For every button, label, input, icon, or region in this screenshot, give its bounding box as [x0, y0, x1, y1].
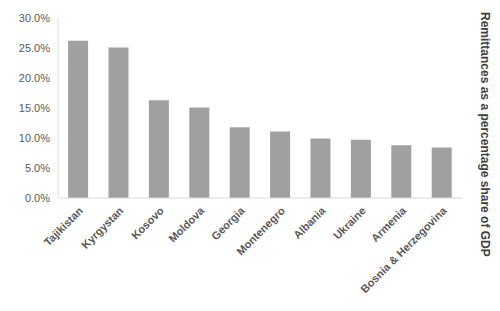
svg-text:10.0%: 10.0% — [19, 132, 50, 144]
svg-text:0.0%: 0.0% — [25, 192, 50, 204]
svg-text:Armenia: Armenia — [369, 204, 409, 244]
svg-text:20.0%: 20.0% — [19, 72, 50, 84]
svg-text:Kosovo: Kosovo — [129, 204, 166, 241]
svg-text:Ukraine: Ukraine — [331, 204, 368, 241]
svg-text:Moldova: Moldova — [166, 204, 207, 245]
svg-text:5.0%: 5.0% — [25, 162, 50, 174]
svg-text:Tajikistan: Tajikistan — [41, 204, 86, 249]
svg-text:Albania: Albania — [291, 204, 328, 241]
svg-text:Bosnia & Herzegovina: Bosnia & Herzegovina — [358, 204, 449, 295]
svg-text:Montenegro: Montenegro — [234, 204, 287, 257]
svg-text:Kyrgystan: Kyrgystan — [79, 204, 126, 251]
svg-text:30.0%: 30.0% — [19, 12, 50, 24]
html-text:Remittances as a percentage sh: Remittances as a percentage share of GDP — [478, 12, 492, 257]
svg-text:15.0%: 15.0% — [19, 102, 50, 114]
svg-text:Georgia: Georgia — [209, 204, 248, 243]
svg-text:25.0%: 25.0% — [19, 42, 50, 54]
